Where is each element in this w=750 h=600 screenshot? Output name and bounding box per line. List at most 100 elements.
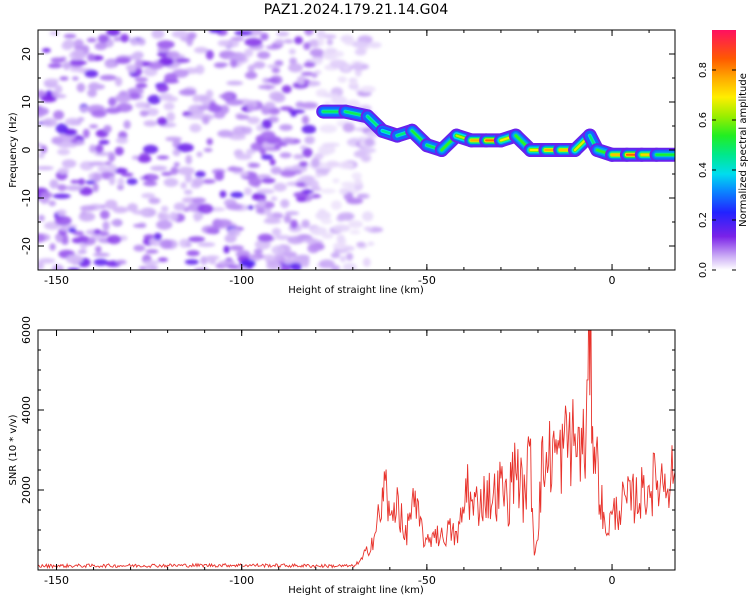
heatmap-noise-blob [163, 102, 175, 111]
heatmap-noise-blob [93, 258, 108, 266]
heatmap-noise-blob [93, 229, 101, 235]
heatmap-noise-blob [281, 85, 292, 94]
heatmap-noise-blob [202, 116, 210, 125]
heatmap-noise-blob [321, 232, 334, 239]
snr-y-tick-label: 2000 [20, 476, 33, 504]
heatmap-noise-blob [267, 64, 281, 69]
heatmap-noise-blob [352, 40, 369, 49]
colorbar-label: Normalized spectral amplitude [738, 73, 749, 227]
snr-y-axis-label: SNR (10 * v/v) [8, 414, 19, 485]
heatmap-noise-blob [126, 178, 138, 185]
heatmap-noise-blob [353, 150, 367, 158]
heatmap-noise-blob [150, 165, 168, 171]
heatmap-noise-blob [253, 61, 266, 69]
heatmap-noise-blob [54, 84, 63, 94]
heatmap-noise-blob [332, 224, 351, 232]
heatmap-noise-blob [156, 84, 169, 93]
heatmap-noise-blob [45, 78, 60, 83]
heatmap-noise-blob [352, 62, 362, 71]
heatmap-noise-blob [139, 110, 149, 117]
heatmap-noise-blob [79, 106, 90, 112]
snr-x-tick-label: 0 [609, 574, 616, 587]
heatmap-noise-blob [331, 200, 342, 210]
heatmap-noise-blob [197, 105, 209, 111]
heatmap-noise-blob [326, 39, 333, 46]
heatmap-noise-blob [229, 58, 238, 68]
snr-panel: -150 -100 -50 0 2000 4000 6000 Height of strai… [8, 316, 676, 596]
heatmap-noise-blob [301, 219, 310, 229]
heatmap-noise-blob [302, 237, 318, 243]
heatmap-noise-blob [226, 80, 244, 86]
heatmap-noise-blob [142, 260, 160, 266]
heatmap-noise-blob [228, 133, 246, 141]
heatmap-noise-blob [184, 259, 199, 265]
heatmap-noise-blob [247, 64, 255, 73]
snr-marks [38, 330, 675, 570]
heatmap-noise-blob [203, 147, 213, 153]
heatmap-noise-blob [65, 185, 83, 191]
heatmap-noise-blob [156, 40, 175, 49]
heatmap-noise-blob [290, 111, 297, 117]
heatmap-noise-blob [78, 212, 96, 222]
heatmap-noise-blob [97, 34, 109, 43]
heatmap-noise-blob [279, 152, 292, 159]
heatmap-noise-blob [232, 125, 250, 136]
heatmap-noise-blob [264, 101, 276, 109]
heatmap-noise-blob [339, 255, 347, 263]
heatmap-noise-blob [194, 170, 206, 178]
heatmap-noise-blob [261, 154, 274, 161]
heatmap-noise-blob [171, 30, 189, 38]
heatmap-noise-blob [189, 123, 202, 133]
snr-axes: -150 -100 -50 0 2000 4000 6000 [20, 316, 675, 587]
heatmap-noise-blob [262, 77, 270, 84]
heatmap-noise-blob [148, 61, 164, 70]
heatmap-noise-blob [240, 171, 249, 177]
heatmap-noise-blob [310, 226, 328, 236]
heatmap-noise-blob [205, 255, 220, 260]
heatmap-noise-blob [38, 106, 49, 116]
heatmap-noise-blob [293, 83, 309, 88]
heatmap-noise-blob [105, 107, 121, 114]
heatmap-noise-blob [255, 207, 265, 214]
heatmap-noise-blob [52, 193, 71, 199]
heatmap-noise-blob [42, 117, 58, 127]
heatmap-noise-blob [193, 212, 204, 221]
heatmap-noise-blob [256, 188, 275, 195]
heatmap-noise-blob [143, 264, 159, 270]
heatmap-noise-blob [248, 176, 262, 187]
heatmap-noise-blob [135, 101, 147, 109]
heatmap-noise-blob [120, 172, 134, 177]
heatmap-noise-blob [239, 259, 256, 268]
heatmap-y-axis-label: Frequency (Hz) [8, 112, 19, 188]
heatmap-noise-blob [276, 31, 290, 37]
heatmap-noise-blob [331, 95, 348, 106]
heatmap-noise-blob [333, 242, 346, 250]
heatmap-noise-blob [283, 39, 294, 44]
colorbar-tick-label: 0.8 [698, 62, 709, 78]
heatmap-noise-blob [57, 209, 67, 217]
heatmap-noise-blob [295, 101, 305, 108]
snr-x-tick-label: -100 [229, 574, 254, 587]
heatmap-noise-blob [55, 234, 63, 243]
heatmap-noise-blob [38, 261, 45, 270]
heatmap-noise-blob [77, 235, 89, 243]
colorbar: 0.0 0.2 0.4 0.6 0.8 Normalized spectral ampl… [698, 30, 749, 278]
heatmap-noise-blob [123, 120, 131, 130]
heatmap-noise-blob [262, 254, 276, 261]
heatmap-noise-blob [116, 57, 131, 64]
heatmap-noise-blob [349, 229, 361, 235]
heatmap-noise-blob [69, 60, 88, 66]
heatmap-noise-blob [60, 226, 68, 231]
heatmap-noise-blob [248, 162, 261, 168]
heatmap-y-tick-label: -10 [20, 189, 33, 207]
heatmap-noise-blob [298, 161, 309, 168]
heatmap-noise-blob [61, 159, 77, 169]
heatmap-noise-blob [346, 252, 354, 261]
heatmap-noise-blob [63, 33, 77, 39]
heatmap-noise-blob [97, 165, 109, 173]
heatmap-noise-blob [354, 48, 367, 56]
heatmap-noise-blob [194, 46, 209, 54]
heatmap-noise-blob [301, 257, 310, 268]
heatmap-noise-blob [309, 48, 324, 57]
